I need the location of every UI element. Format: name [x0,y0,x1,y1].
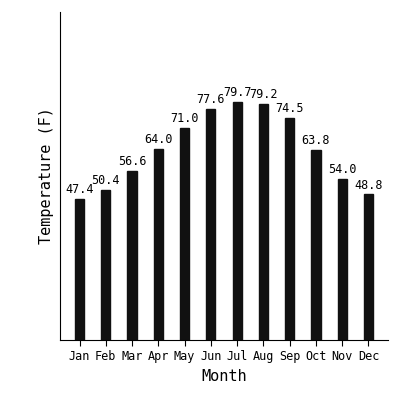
Y-axis label: Temperature (F): Temperature (F) [40,108,54,244]
Bar [206,109,216,340]
Text: 71.0: 71.0 [170,112,199,125]
Bar [180,128,189,340]
Text: 64.0: 64.0 [144,133,172,146]
Text: 54.0: 54.0 [328,163,356,176]
Bar [154,149,163,340]
Bar [285,118,294,340]
Text: 79.2: 79.2 [249,88,278,101]
Text: 47.4: 47.4 [65,183,94,196]
Text: 79.7: 79.7 [223,86,251,99]
Bar [338,179,347,340]
Text: 63.8: 63.8 [302,134,330,147]
Text: 48.8: 48.8 [354,178,383,192]
Text: 50.4: 50.4 [92,174,120,187]
Text: 74.5: 74.5 [276,102,304,115]
Bar [311,150,320,340]
Bar [232,102,242,340]
Bar [259,104,268,340]
Text: 56.6: 56.6 [118,155,146,168]
Bar [364,194,373,340]
Bar [128,171,137,340]
X-axis label: Month: Month [201,369,247,384]
Bar [101,190,110,340]
Bar [75,199,84,340]
Text: 77.6: 77.6 [197,93,225,106]
